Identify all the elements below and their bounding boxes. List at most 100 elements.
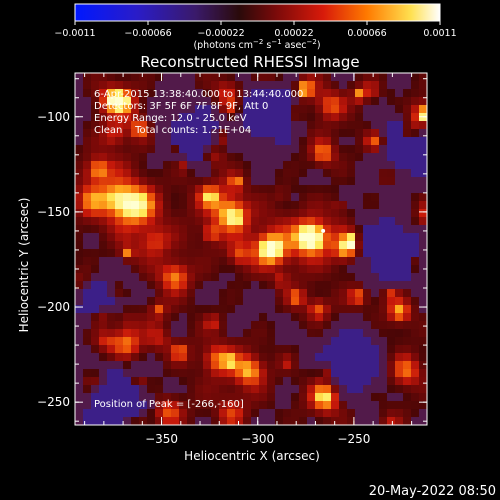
heatmap-cell — [371, 257, 380, 266]
heatmap-cell — [195, 249, 204, 258]
heatmap-cell — [227, 233, 236, 242]
heatmap-cell — [171, 377, 180, 386]
heatmap-cell — [291, 161, 300, 170]
heatmap-cell — [131, 401, 140, 410]
heatmap-cell — [155, 257, 164, 266]
heatmap-cell — [211, 73, 220, 82]
heatmap-cell — [195, 217, 204, 226]
heatmap-cell — [75, 153, 84, 162]
heatmap-cell — [115, 361, 124, 370]
heatmap-cell — [267, 345, 276, 354]
heatmap-cell — [75, 369, 84, 378]
heatmap-cell — [299, 73, 308, 82]
heatmap-cell — [83, 249, 92, 258]
heatmap-cell — [379, 153, 388, 162]
heatmap-cell — [403, 337, 412, 346]
heatmap-cell — [395, 121, 404, 130]
heatmap-cell — [131, 169, 140, 178]
heatmap-cell — [147, 393, 156, 402]
heatmap-cell — [355, 305, 364, 314]
heatmap-cell — [99, 289, 108, 298]
heatmap-cell — [139, 337, 148, 346]
heatmap-cell — [163, 201, 172, 210]
heatmap-cell — [163, 121, 172, 130]
heatmap-cell — [147, 113, 156, 122]
heatmap-cell — [267, 225, 276, 234]
heatmap-cell — [139, 353, 148, 362]
heatmap-cell — [419, 137, 427, 146]
heatmap-cell — [403, 233, 412, 242]
heatmap-cell — [355, 153, 364, 162]
heatmap-cell — [131, 417, 140, 425]
heatmap-cell — [275, 241, 284, 250]
heatmap-cell — [107, 137, 116, 146]
heatmap-cell — [355, 169, 364, 178]
heatmap-cell — [123, 169, 132, 178]
heatmap-cell — [315, 241, 324, 250]
heatmap-cell — [331, 361, 340, 370]
heatmap-cell — [187, 289, 196, 298]
heatmap-cell — [195, 329, 204, 338]
heatmap-cell — [355, 401, 364, 410]
heatmap-cell — [371, 225, 380, 234]
heatmap-cell — [91, 201, 100, 210]
heatmap-cell — [123, 265, 132, 274]
heatmap-cell — [163, 81, 172, 90]
heatmap-cell — [155, 313, 164, 322]
heatmap-cell — [139, 289, 148, 298]
heatmap-cell — [171, 161, 180, 170]
heatmap-cell — [251, 169, 260, 178]
heatmap-cell — [419, 305, 427, 314]
heatmap-cell — [115, 177, 124, 186]
heatmap-cell — [83, 73, 92, 82]
heatmap-cell — [323, 345, 332, 354]
heatmap-cell — [131, 377, 140, 386]
heatmap-cell — [163, 225, 172, 234]
heatmap-cell — [331, 281, 340, 290]
heatmap-cell — [299, 401, 308, 410]
heatmap-cell — [379, 385, 388, 394]
heatmap-cell — [227, 305, 236, 314]
heatmap-cell — [363, 289, 372, 298]
heatmap-cell — [347, 161, 356, 170]
heatmap-cell — [155, 337, 164, 346]
heatmap-cell — [83, 273, 92, 282]
heatmap-cell — [99, 345, 108, 354]
heatmap-cell — [75, 313, 84, 322]
heatmap-cell — [267, 185, 276, 194]
heatmap-cell — [203, 385, 212, 394]
heatmap-cell — [259, 329, 268, 338]
heatmap-cell — [219, 249, 228, 258]
heatmap-cell — [259, 105, 268, 114]
heatmap-cell — [75, 401, 84, 410]
heatmap-cell — [99, 153, 108, 162]
heatmap-cell — [179, 257, 188, 266]
heatmap-cell — [123, 145, 132, 154]
heatmap-cell — [243, 353, 252, 362]
heatmap-cell — [171, 353, 180, 362]
heatmap-cell — [171, 321, 180, 330]
heatmap-cell — [315, 137, 324, 146]
heatmap-cell — [267, 369, 276, 378]
heatmap-cell — [83, 345, 92, 354]
heatmap-cell — [131, 329, 140, 338]
heatmap-cell — [291, 185, 300, 194]
heatmap-cell — [347, 145, 356, 154]
heatmap-cell — [251, 129, 260, 138]
heatmap-cell — [419, 313, 427, 322]
heatmap-cell — [251, 273, 260, 282]
heatmap-cell — [315, 321, 324, 330]
heatmap-cell — [155, 185, 164, 194]
heatmap-cell — [179, 97, 188, 106]
heatmap-cell — [339, 121, 348, 130]
heatmap-cell — [171, 249, 180, 258]
heatmap-cell — [227, 281, 236, 290]
heatmap-cell — [387, 217, 396, 226]
heatmap-cell — [155, 345, 164, 354]
heatmap-cell — [115, 161, 124, 170]
heatmap-cell — [171, 361, 180, 370]
heatmap-cell — [179, 153, 188, 162]
heatmap-cell — [387, 113, 396, 122]
heatmap-cell — [243, 401, 252, 410]
heatmap-cell — [379, 337, 388, 346]
